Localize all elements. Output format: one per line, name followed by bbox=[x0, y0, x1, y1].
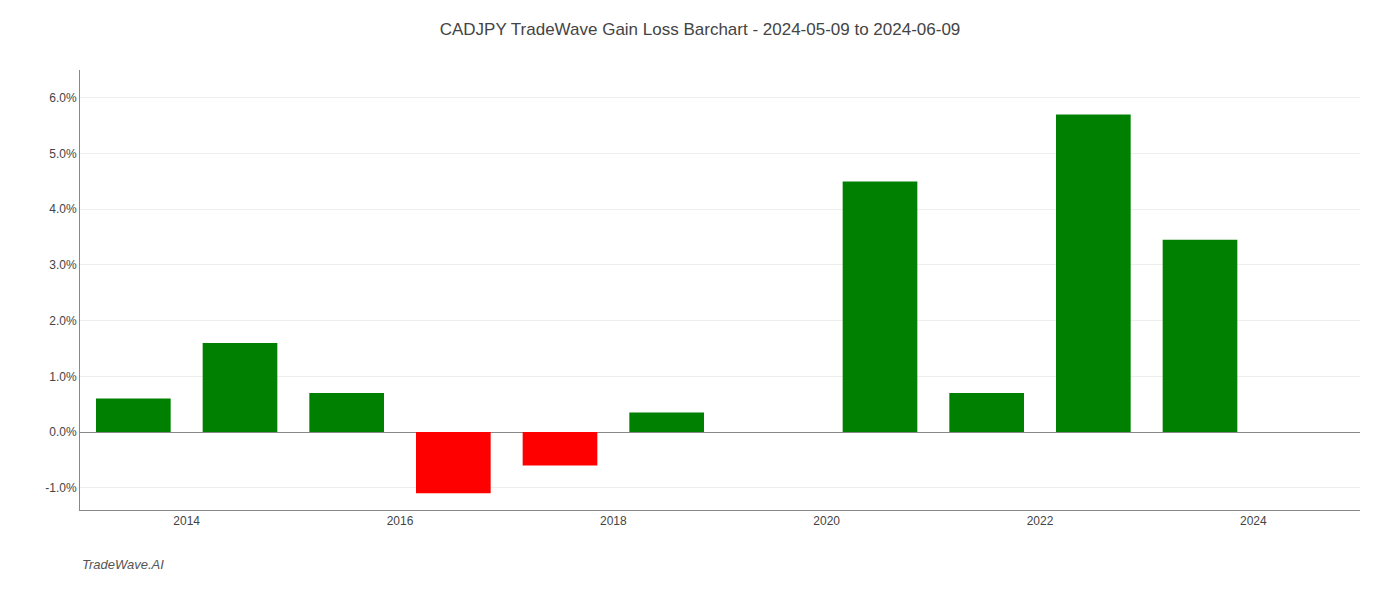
svg-text:2020: 2020 bbox=[813, 514, 840, 528]
svg-text:2022: 2022 bbox=[1027, 514, 1054, 528]
svg-text:2024: 2024 bbox=[1240, 514, 1267, 528]
svg-text:1.0%: 1.0% bbox=[49, 370, 77, 384]
svg-text:2.0%: 2.0% bbox=[49, 314, 77, 328]
svg-text:6.0%: 6.0% bbox=[49, 91, 77, 105]
svg-text:-1.0%: -1.0% bbox=[45, 481, 77, 495]
svg-text:4.0%: 4.0% bbox=[49, 202, 77, 216]
svg-text:CADJPY TradeWave Gain Loss Bar: CADJPY TradeWave Gain Loss Barchart - 20… bbox=[440, 20, 961, 39]
svg-text:2018: 2018 bbox=[600, 514, 627, 528]
svg-text:TradeWave.AI: TradeWave.AI bbox=[82, 557, 164, 572]
svg-text:3.0%: 3.0% bbox=[49, 258, 77, 272]
svg-text:2016: 2016 bbox=[387, 514, 414, 528]
svg-text:5.0%: 5.0% bbox=[49, 147, 77, 161]
svg-text:2014: 2014 bbox=[173, 514, 200, 528]
svg-text:0.0%: 0.0% bbox=[49, 425, 77, 439]
